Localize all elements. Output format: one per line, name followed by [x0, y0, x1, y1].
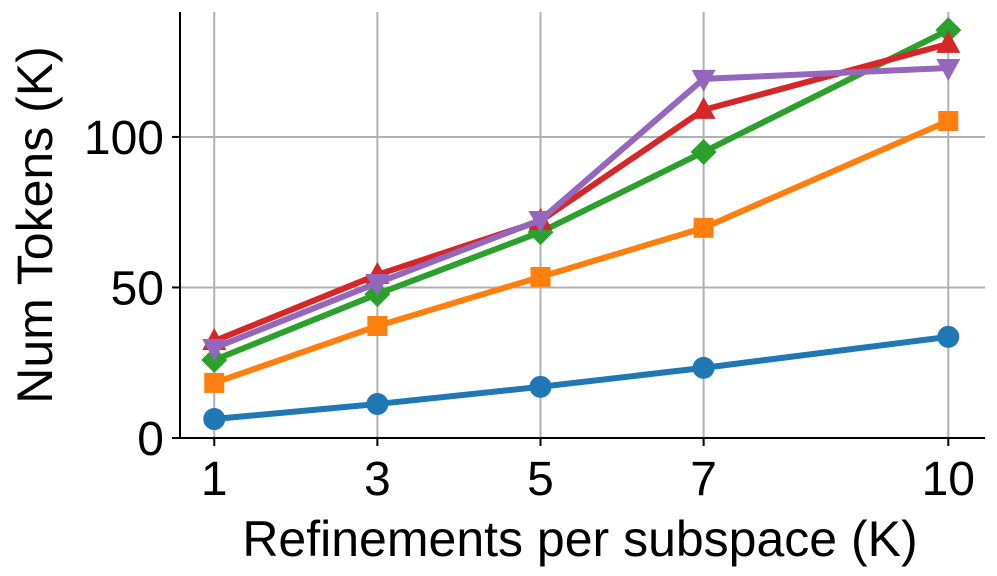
- marker: [365, 273, 390, 296]
- marker: [528, 211, 553, 234]
- marker: [367, 316, 388, 337]
- marker: [693, 217, 714, 238]
- marker: [529, 375, 552, 398]
- x-tick-label: 7: [690, 453, 717, 506]
- marker: [366, 392, 389, 415]
- series-line: [213, 118, 950, 386]
- x-axis-label: Refinements per subspace (K): [242, 511, 917, 567]
- marker: [203, 408, 226, 431]
- marker: [691, 96, 716, 119]
- marker: [690, 138, 717, 165]
- marker: [204, 372, 225, 393]
- y-tick-label: 0: [137, 413, 164, 466]
- y-tick-label: 50: [111, 262, 164, 315]
- marker: [938, 110, 959, 131]
- y-tick-label: 100: [84, 112, 164, 165]
- marker: [935, 17, 962, 44]
- y-axis-label: Num Tokens (K): [7, 46, 63, 404]
- x-tick-label: 3: [364, 453, 391, 506]
- marker: [937, 325, 960, 348]
- series-line: [213, 41, 950, 344]
- x-tick-label: 1: [201, 453, 228, 506]
- marker: [691, 69, 716, 92]
- series-line: [213, 65, 949, 351]
- x-tick-label: 5: [527, 453, 554, 506]
- x-tick-label: 10: [922, 453, 975, 506]
- marker: [692, 356, 715, 379]
- series-line: [213, 333, 949, 423]
- marker: [936, 58, 961, 81]
- marker: [936, 30, 961, 53]
- marker: [202, 338, 227, 361]
- marker: [530, 266, 551, 287]
